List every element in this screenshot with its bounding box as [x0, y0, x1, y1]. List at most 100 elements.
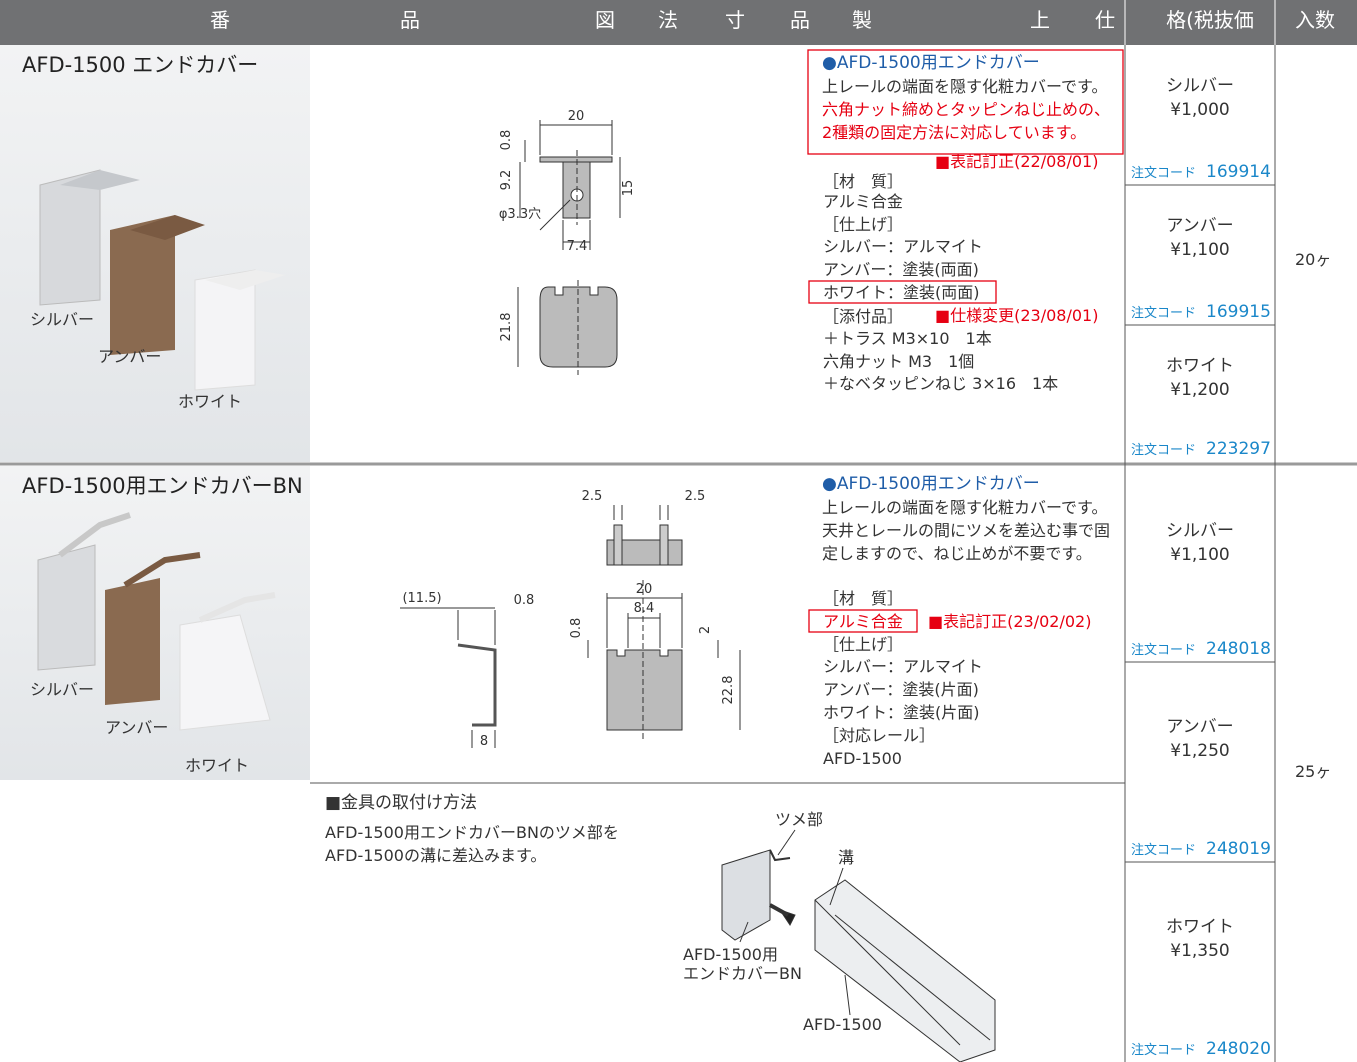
price-color: アンバー	[1166, 717, 1234, 737]
quantity: 25ヶ	[1295, 762, 1332, 781]
dimension-label: 15	[621, 180, 636, 197]
dimension-label: 22.8	[721, 676, 736, 705]
dimension-label: 7.4	[567, 239, 588, 254]
dimension-label: 21.8	[499, 313, 514, 342]
header-cell: 番	[210, 8, 230, 32]
product-name: AFD-1500 エンドカバー	[22, 53, 259, 77]
photo-label: シルバー	[30, 680, 95, 699]
photo-label: シルバー	[30, 310, 95, 329]
spec-title: ●AFD-1500用エンドカバー	[822, 53, 1040, 73]
price: ¥1,350	[1170, 941, 1230, 961]
header-cell: 図	[595, 8, 615, 32]
product-name: AFD-1500用エンドカバーBN	[22, 474, 303, 498]
illustration-label: AFD-1500用	[683, 945, 778, 964]
dimension-label: 0.8	[569, 618, 584, 639]
dimension-label: 9.2	[499, 170, 514, 191]
spec-line: シルバー：アルマイト	[823, 237, 983, 256]
header-cell: 品	[400, 8, 420, 32]
header-cell: 仕	[1095, 8, 1115, 32]
order-code: 169914	[1206, 162, 1271, 182]
order-code: 248020	[1206, 1039, 1271, 1059]
spec-line: アルミ合金	[823, 612, 903, 631]
header-cell: 法	[658, 8, 678, 32]
dimension-label: 0.8	[514, 593, 535, 608]
header-cell: 入数	[1295, 8, 1335, 32]
price: ¥1,100	[1170, 240, 1230, 260]
install-title: ■金具の取付け方法	[325, 793, 478, 813]
photo-label: アンバー	[98, 347, 162, 366]
spec-title: ●AFD-1500用エンドカバー	[822, 474, 1040, 494]
illustration-label: AFD-1500	[803, 1015, 882, 1034]
spec-line: アルミ合金	[823, 192, 903, 211]
spec-note: ■仕様変更(23/08/01)	[935, 306, 1099, 325]
order-code: 248018	[1206, 639, 1271, 659]
header-cell: 品	[790, 8, 810, 32]
photo-label: アンバー	[105, 718, 169, 737]
illustration-label: 溝	[838, 848, 855, 867]
price-color: ホワイト	[1166, 917, 1234, 937]
dimension-label: 8.4	[634, 601, 655, 616]
spec-text: 上レールの端面を隠す化粧カバーです。	[822, 498, 1108, 517]
spec-line: ［添付品］	[823, 307, 904, 326]
header-cell: 上	[1030, 8, 1050, 32]
order-code-label: 注文コード	[1131, 443, 1197, 458]
order-code: 223297	[1206, 439, 1271, 459]
dimension-label: 2.5	[685, 489, 706, 504]
spec-line: ［仕上げ］	[823, 635, 904, 654]
price-color: シルバー	[1166, 76, 1234, 96]
spec-line: ＋なベタッピンねじ 3×16 1本	[823, 374, 1059, 393]
price: ¥1,000	[1170, 100, 1230, 120]
spec-text: 六角ナット締めとタッピンねじ止めの、	[822, 100, 1111, 119]
spec-text: 上レールの端面を隠す化粧カバーです。	[822, 77, 1108, 96]
order-code: 169915	[1206, 302, 1271, 322]
spec-line: ［仕上げ］	[823, 215, 904, 234]
spec-line: ホワイト：塗装(両面)	[823, 283, 980, 302]
dimension-label: φ3.3穴	[499, 207, 541, 222]
order-code-label: 注文コード	[1131, 166, 1197, 181]
dimension-label: 2	[698, 626, 713, 634]
order-code-label: 注文コード	[1131, 1043, 1197, 1058]
spec-note: ■表記訂正(23/02/02)	[928, 612, 1092, 631]
price: ¥1,200	[1170, 380, 1230, 400]
spec-line: アンバー：塗装(片面)	[823, 680, 979, 699]
spec-line: ［対応レール］	[823, 726, 936, 745]
order-code-label: 注文コード	[1131, 306, 1197, 321]
spec-line: ホワイト：塗装(片面)	[823, 703, 980, 722]
illustration-label: ツメ部	[775, 810, 824, 829]
install-text: AFD-1500の溝に差込みます。	[325, 846, 547, 865]
illustration-label: エンドカバーBN	[683, 964, 802, 983]
quantity: 20ヶ	[1295, 250, 1332, 269]
spec-line: ［材 質］	[823, 589, 904, 608]
dimension-label: 2.5	[582, 489, 603, 504]
spec-line: 六角ナット M3 1個	[823, 352, 975, 371]
photo-label: ホワイト	[185, 756, 250, 775]
spec-line: AFD-1500	[823, 749, 902, 768]
dimension-label: 0.8	[499, 130, 514, 151]
spec-note: ■表記訂正(22/08/01)	[935, 152, 1099, 171]
spec-text: 定しますので、ねじ止めが不要です。	[822, 544, 1092, 563]
price: ¥1,100	[1170, 545, 1230, 565]
dimension-label: 20	[636, 582, 653, 597]
spec-text: 天井とレールの間にツメを差込む事で固	[822, 521, 1111, 540]
spec-line: ＋トラス M3×10 1本	[823, 329, 992, 348]
photo-label: ホワイト	[178, 392, 243, 411]
header-cell: 寸	[725, 8, 745, 32]
dimension-label: 8	[480, 734, 488, 749]
install-text: AFD-1500用エンドカバーBNのツメ部を	[325, 823, 619, 842]
header-cell: 格(税抜価	[1166, 8, 1254, 32]
price: ¥1,250	[1170, 741, 1230, 761]
spec-line: ［材 質］	[823, 172, 904, 191]
dimension-label: 20	[568, 109, 585, 124]
spec-text: 2種類の固定方法に対応しています。	[822, 123, 1087, 142]
order-code-label: 注文コード	[1131, 643, 1197, 658]
dimension-label: (11.5)	[402, 591, 441, 606]
order-code-label: 注文コード	[1131, 843, 1197, 858]
order-code: 248019	[1206, 839, 1271, 859]
price-color: シルバー	[1166, 521, 1234, 541]
header-cell: 製	[852, 8, 872, 32]
spec-line: シルバー：アルマイト	[823, 657, 983, 676]
spec-line: アンバー：塗装(両面)	[823, 260, 979, 279]
price-color: ホワイト	[1166, 356, 1234, 376]
